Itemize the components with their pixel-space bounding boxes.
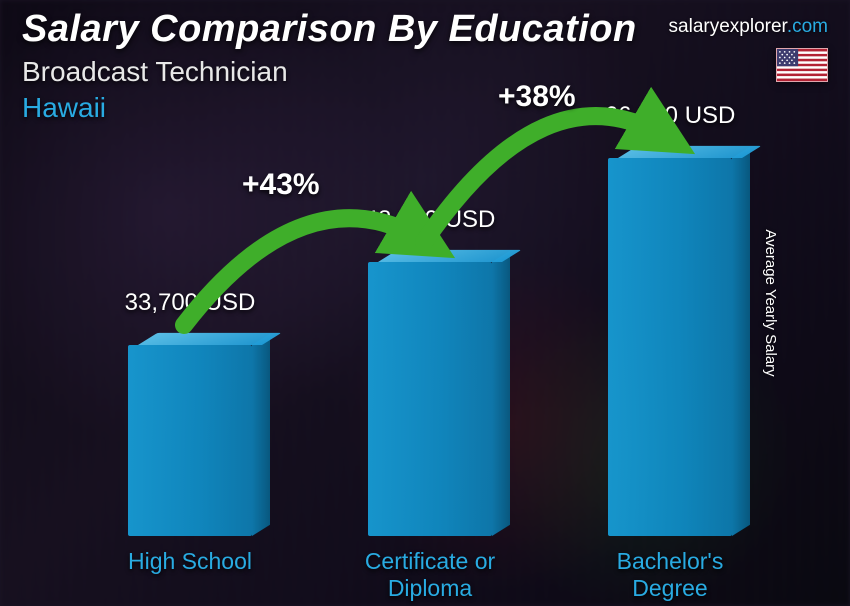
bar-side-face [732,147,750,536]
bar-category-label: Bachelor'sDegree [550,548,790,602]
bar-top-face [138,333,281,345]
brand-watermark: salaryexplorer.com [669,16,828,38]
bar-group: 33,700 USDHigh School [110,345,270,536]
bar-value-label: 48,300 USD [320,206,540,234]
flag-icon [776,48,828,82]
bar-category-label: High School [70,548,310,575]
bar-value-label: 66,800 USD [560,102,780,130]
bar-value-label: 33,700 USD [80,289,300,317]
bar-front-face [608,158,732,536]
bar [608,158,732,536]
chart-subtitle: Broadcast Technician [22,56,288,88]
bar-group: 48,300 USDCertificate orDiploma [350,262,510,536]
chart-title: Salary Comparison By Education [22,8,637,51]
bar-top-face [378,250,521,262]
increase-pct-label: +43% [242,168,320,202]
brand-tld: .com [787,16,828,37]
bar-group: 66,800 USDBachelor'sDegree [590,158,750,536]
bar-side-face [252,334,270,536]
increase-pct-label: +38% [498,80,576,114]
bar-category-label: Certificate orDiploma [310,548,550,602]
bar-top-face [618,146,761,158]
bar [128,345,252,536]
brand-name: salaryexplorer [669,16,787,37]
bar-front-face [128,345,252,536]
bar-side-face [492,251,510,536]
bar-chart: 33,700 USDHigh School 48,300 USDCertifica… [50,106,790,536]
bar-front-face [368,262,492,536]
infographic: Salary Comparison By Education Broadcast… [0,0,850,606]
bar [368,262,492,536]
